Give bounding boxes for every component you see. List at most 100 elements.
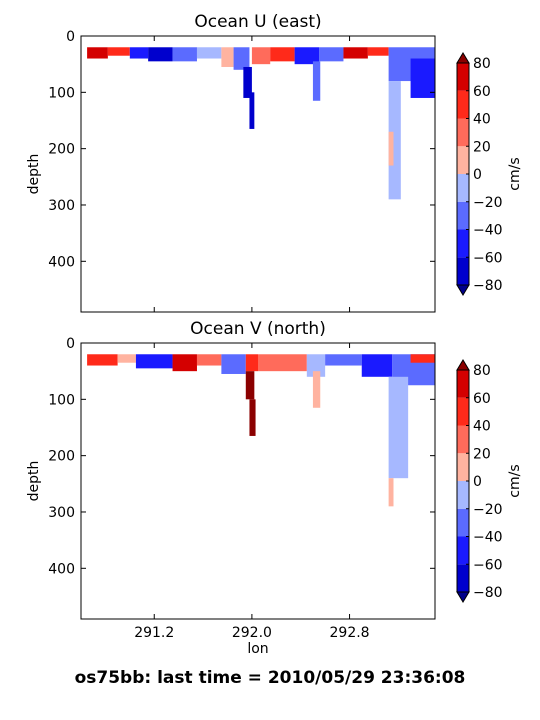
- colorbar-extend-max: [456, 52, 470, 64]
- heatmap-cells-u: [87, 47, 435, 200]
- colorbar-band: [457, 397, 469, 426]
- heatmap-cells-v: [87, 354, 435, 507]
- colorbar-tick-label: 80: [473, 363, 491, 379]
- heatmap-cell: [361, 354, 393, 377]
- y-tick-label: 0: [66, 29, 75, 45]
- heatmap-cell: [258, 354, 307, 372]
- heatmap-cell: [312, 61, 321, 101]
- heatmap-cell: [172, 354, 197, 372]
- heatmap-cell: [221, 47, 234, 67]
- panel-title-u: Ocean U (east): [194, 12, 321, 32]
- colorbar-band: [457, 508, 469, 537]
- colorbar-tick-label: 60: [473, 391, 491, 407]
- plot-frame-u: [80, 35, 436, 313]
- y-tick-label: 0: [66, 336, 75, 352]
- heatmap-cell: [367, 47, 389, 56]
- heatmap-cell: [306, 354, 326, 377]
- heatmap-cell: [325, 354, 362, 366]
- y-tick-label: 200: [48, 142, 75, 158]
- x-tick-label: 292.0: [232, 625, 272, 641]
- colorbar-band: [457, 174, 469, 202]
- colorbar-band: [457, 564, 469, 592]
- colorbar-tick-label: 20: [473, 446, 491, 462]
- heatmap-cell: [312, 371, 321, 408]
- colorbar-band: [457, 453, 469, 481]
- heatmap-cell: [410, 354, 435, 363]
- heatmap-cell: [343, 47, 368, 59]
- colorbar-tick-label: −80: [473, 278, 503, 294]
- heatmap-cell: [388, 131, 394, 166]
- colorbar-band: [457, 370, 469, 398]
- colorbar-band: [457, 146, 469, 174]
- y-tick-label: 300: [48, 505, 75, 521]
- heatmap-cell: [117, 354, 136, 363]
- heatmap-cell: [135, 354, 173, 369]
- heatmap-cell: [107, 47, 130, 56]
- colorbar-tick-label: −20: [473, 195, 503, 211]
- y-axis-label-u: depth: [26, 154, 42, 195]
- y-tick-label: 400: [48, 561, 75, 577]
- y-tick-label: 100: [48, 392, 75, 408]
- colorbar-tick-label: 40: [473, 112, 491, 128]
- x-ticks-v: 291.2 292.0 292.8: [134, 343, 370, 641]
- y-tick-label: 100: [48, 85, 75, 101]
- x-axis-label-v: lon: [247, 641, 268, 657]
- colorbar-band: [457, 425, 469, 454]
- colorbar-tick-label: −40: [473, 530, 503, 546]
- y-tick-label: 400: [48, 254, 75, 270]
- heatmap-cell: [249, 92, 255, 129]
- colorbar-v: 80 60 40 20 0 −20 −40 −60 −80 cm/s: [456, 359, 523, 603]
- colorbar-extend-min: [456, 284, 470, 296]
- heatmap-cell: [410, 58, 435, 98]
- colorbar-band: [457, 536, 469, 565]
- heatmap-cell: [233, 47, 250, 70]
- heatmap-cell: [172, 47, 197, 62]
- x-tick-label: 292.8: [330, 625, 370, 641]
- panel-title-v: Ocean V (north): [190, 319, 326, 339]
- heatmap-cell: [294, 47, 320, 65]
- heatmap-cell: [87, 47, 108, 59]
- colorbar-tick-label: 60: [473, 84, 491, 100]
- colorbar-label: cm/s: [507, 157, 523, 190]
- colorbar-label: cm/s: [507, 464, 523, 497]
- heatmap-cell: [388, 81, 401, 200]
- heatmap-cell: [243, 66, 252, 98]
- colorbar-band: [457, 257, 469, 285]
- colorbar-tick-label: −80: [473, 585, 503, 601]
- y-axis-label-v: depth: [26, 461, 42, 502]
- y-ticks-v: 0 100 200 300 400: [48, 336, 435, 577]
- colorbar-extend-min: [456, 591, 470, 603]
- colorbar-tick-label: −60: [473, 557, 503, 573]
- y-tick-label: 200: [48, 449, 75, 465]
- heatmap-cell: [249, 399, 256, 436]
- heatmap-cell: [388, 376, 409, 479]
- colorbar-band: [457, 118, 469, 147]
- colorbar-tick-label: −20: [473, 502, 503, 518]
- heatmap-cell: [196, 354, 222, 366]
- colorbar-tick-label: 20: [473, 139, 491, 155]
- colorbar-band: [457, 229, 469, 258]
- heatmap-cell: [270, 47, 295, 62]
- heatmap-cell: [221, 354, 246, 374]
- colorbar-band: [457, 481, 469, 509]
- heatmap-cell: [319, 47, 344, 62]
- heatmap-cell: [87, 354, 118, 366]
- colorbar-tick-label: −60: [473, 250, 503, 266]
- heatmap-cell: [251, 47, 271, 65]
- colorbar-u: 80 60 40 20 0 −20 −40 −60 −80 cm/s: [456, 52, 523, 296]
- colorbar-extend-max: [456, 359, 470, 371]
- heatmap-cell: [129, 47, 149, 59]
- x-ticks-u: [153, 36, 351, 312]
- colorbar-band: [457, 63, 469, 91]
- y-tick-label: 300: [48, 198, 75, 214]
- colorbar-tick-label: −40: [473, 223, 503, 239]
- heatmap-cell: [245, 371, 255, 400]
- heatmap-cell: [245, 354, 258, 372]
- panel-ocean-u: Ocean U (east) 0 100 200 300 400 depth 80 60 4…: [26, 12, 523, 313]
- colorbar-tick-label: 80: [473, 56, 491, 72]
- plot-frame-v: [80, 342, 436, 620]
- x-tick-label: 291.2: [134, 625, 174, 641]
- colorbar-tick-label: 40: [473, 419, 491, 435]
- colorbar-band: [457, 201, 469, 230]
